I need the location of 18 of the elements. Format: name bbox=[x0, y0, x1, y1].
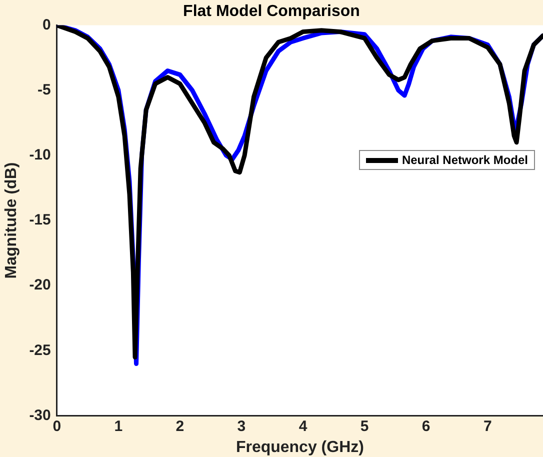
y-tick-label: -25 bbox=[29, 342, 51, 359]
x-axis-title: Frequency (GHz) bbox=[236, 438, 364, 456]
y-tick-label: -15 bbox=[29, 212, 51, 229]
x-tick-label: 3 bbox=[237, 418, 246, 435]
legend-label: Neural Network Model bbox=[402, 153, 528, 167]
x-tick-label: 7 bbox=[483, 418, 492, 435]
y-axis-title: Magnitude (dB) bbox=[3, 162, 20, 279]
x-tick-label: 2 bbox=[176, 418, 184, 435]
y-tick-label: -5 bbox=[38, 81, 51, 98]
x-tick-label: 5 bbox=[360, 418, 369, 435]
x-tick-label: 4 bbox=[298, 418, 308, 435]
y-tick-label: 0 bbox=[42, 16, 51, 34]
x-tick-label: 1 bbox=[114, 418, 123, 435]
y-tick-label: -30 bbox=[29, 406, 51, 424]
chart-title: Flat Model Comparison bbox=[183, 3, 360, 20]
y-tick-label: -10 bbox=[29, 146, 51, 164]
x-tick-label: 6 bbox=[422, 418, 430, 435]
y-tick-label: -20 bbox=[29, 276, 51, 294]
